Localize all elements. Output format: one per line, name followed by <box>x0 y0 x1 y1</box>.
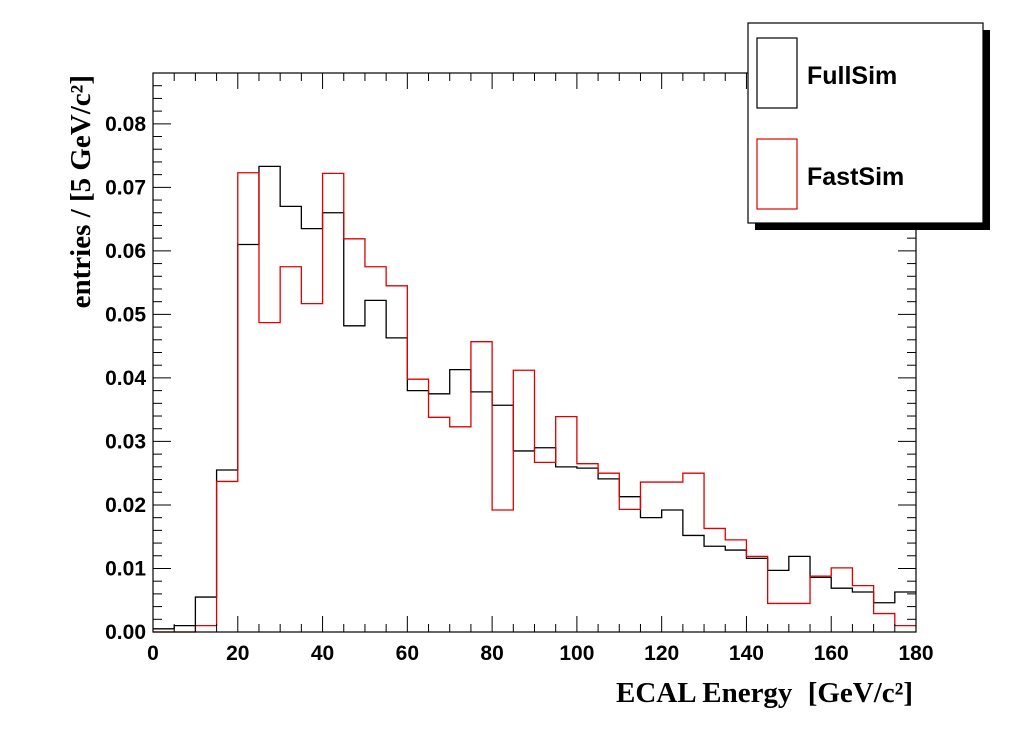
y-tick-label: 0.05 <box>105 303 146 326</box>
legend-label-fullsim: FullSim <box>807 62 897 90</box>
x-tick-label: 60 <box>396 642 419 665</box>
legend-swatch-fullsim <box>756 37 798 109</box>
series-layer <box>153 165 916 633</box>
y-tick-label: 0.02 <box>105 494 146 517</box>
legend: FullSim FastSim <box>747 22 990 230</box>
x-axis-unit: [GeV/c²] <box>808 677 913 709</box>
y-axis-title-text: entries / [5 GeV/c²] <box>65 75 97 308</box>
legend-swatch-fastsim <box>756 138 798 210</box>
x-tick-label: 40 <box>311 642 334 665</box>
plot-area <box>153 165 916 633</box>
y-tick-label: 0.03 <box>105 430 146 453</box>
series-line-fastsim <box>153 172 916 633</box>
x-tick-label: 80 <box>480 642 503 665</box>
axis-tick-labels: 0 20 40 60 80 100 120 140 160 180 0.00 0.01 0.02 0.03… <box>105 113 933 665</box>
legend-box <box>747 22 984 224</box>
x-axis-title-text: ECAL Energy <box>616 677 793 709</box>
x-tick-label: 20 <box>226 642 249 665</box>
series-fastsim <box>153 172 916 633</box>
x-tick-label: 160 <box>814 642 849 665</box>
x-tick-label: 180 <box>898 642 933 665</box>
y-tick-label: 0.07 <box>105 176 146 199</box>
y-axis-title: entries / [5 GeV/c²] <box>65 75 97 308</box>
y-tick-label: 0.04 <box>105 367 146 390</box>
y-tick-label: 0.06 <box>105 240 146 263</box>
x-tick-label: 140 <box>729 642 764 665</box>
x-axis-title: ECAL Energy [GeV/c²] <box>616 677 913 709</box>
y-tick-label: 0.01 <box>105 557 146 580</box>
y-tick-label: 0.00 <box>105 621 146 644</box>
legend-label-fastsim: FastSim <box>807 163 904 191</box>
y-tick-label: 0.08 <box>105 113 146 136</box>
x-tick-label: 0 <box>147 642 159 665</box>
x-tick-label: 100 <box>559 642 594 665</box>
x-tick-label: 120 <box>644 642 679 665</box>
axis-ticks <box>152 72 917 633</box>
